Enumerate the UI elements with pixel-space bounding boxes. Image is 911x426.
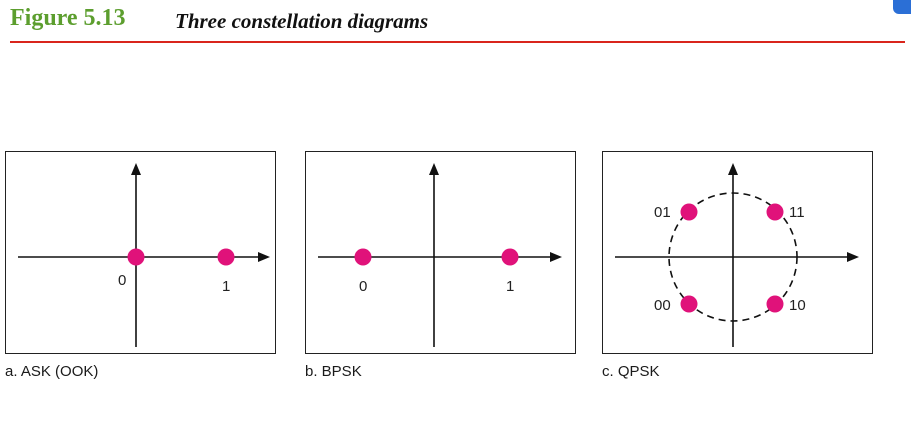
bpsk-point-0	[354, 248, 372, 266]
bpsk-point-1	[501, 248, 519, 266]
bpsk-label-0: 0	[359, 278, 367, 295]
ask-label-1: 1	[222, 278, 230, 295]
qpsk-panel: 01 11 00 10	[602, 151, 873, 354]
qpsk-label-11: 11	[789, 204, 805, 221]
bpsk-caption: b. BPSK	[305, 363, 362, 380]
bpsk-i-axis-arrow-icon	[550, 252, 562, 262]
bpsk-panel: 0 1	[305, 151, 576, 354]
ask-label-0: 0	[118, 272, 126, 289]
qpsk-i-axis-arrow-icon	[847, 252, 859, 262]
qpsk-point-11	[766, 203, 784, 221]
ask-caption: a. ASK (OOK)	[5, 363, 99, 380]
ask-point-1	[217, 248, 235, 266]
corner-badge-icon	[893, 0, 911, 14]
qpsk-caption: c. QPSK	[602, 363, 660, 380]
ask-point-0	[127, 248, 145, 266]
figure-header: Figure 5.13 Three constellation diagrams	[10, 3, 905, 43]
qpsk-dashed-circle	[668, 192, 798, 322]
ask-i-axis-arrow-icon	[258, 252, 270, 262]
ask-ook-panel: 0 1	[5, 151, 276, 354]
qpsk-label-10: 10	[789, 297, 806, 314]
qpsk-point-01	[680, 203, 698, 221]
header-rule	[10, 41, 905, 43]
qpsk-point-00	[680, 295, 698, 313]
ask-ook-diagram: 0 1	[18, 163, 270, 347]
bpsk-label-1: 1	[506, 278, 514, 295]
ask-q-axis-arrow-icon	[131, 163, 141, 175]
bpsk-diagram: 0 1	[318, 163, 562, 347]
qpsk-label-01: 01	[654, 204, 671, 221]
qpsk-point-10	[766, 295, 784, 313]
figure-number: Figure 5.13	[10, 5, 126, 31]
qpsk-label-00: 00	[654, 297, 671, 314]
qpsk-q-axis-arrow-icon	[728, 163, 738, 175]
qpsk-diagram: 01 11 00 10	[615, 163, 859, 347]
figure-title: Three constellation diagrams	[175, 9, 429, 33]
bpsk-q-axis-arrow-icon	[429, 163, 439, 175]
